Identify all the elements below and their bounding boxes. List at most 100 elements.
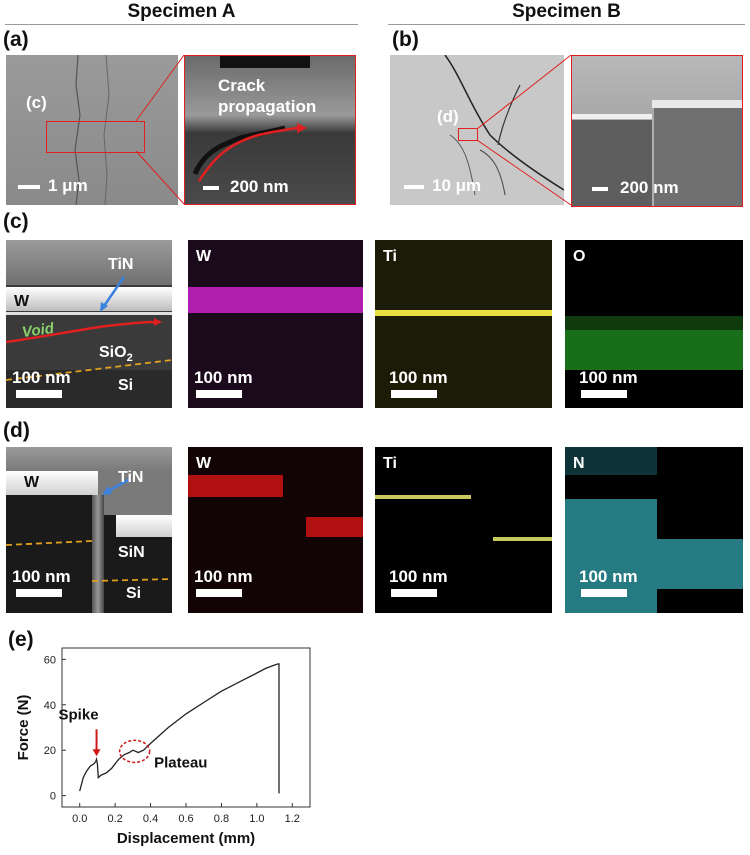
plot-frame [61, 647, 311, 808]
y-tick-label: 0 [50, 791, 56, 803]
o-band-c [565, 330, 743, 370]
tem-image-d: TiN W SiN Si 100 nm [6, 447, 172, 613]
scale-label-b-zoom: 200 nm [620, 178, 679, 197]
lower-layer-b [572, 120, 652, 206]
roi-label-d: (d) [437, 107, 459, 126]
roi-label-c: (c) [26, 93, 47, 112]
scale-bar-a [18, 185, 40, 189]
roi-box-a [46, 121, 145, 153]
scale-label-c-w: 100 nm [194, 368, 253, 387]
tem-image-c: TiN W Void SiO2 Si 100 nm [6, 240, 172, 408]
element-label-c-w: W [196, 248, 212, 265]
ti-band-d-right [493, 537, 552, 541]
top-layer-c [6, 240, 172, 285]
label-tin-c: TiN [108, 256, 134, 273]
scale-bar-c-o [581, 390, 627, 398]
sem-zoom-b: 200 nm [571, 55, 743, 207]
element-label-d-w: W [196, 455, 212, 472]
y-tick-label: 60 [44, 654, 56, 666]
zoom-lines-b [476, 54, 572, 206]
w-band-d-left [188, 475, 283, 497]
crack-wall-d [92, 495, 104, 613]
x-tick-label: 0.2 [107, 813, 122, 825]
header-specimen-a: Specimen A [127, 1, 236, 22]
panel-label-a: (a) [3, 28, 29, 51]
scale-bar-d-n [581, 589, 627, 597]
annotations-c [6, 276, 172, 381]
scale-label-a-zoom: 200 nm [230, 177, 289, 196]
panel-label-b: (b) [392, 28, 419, 51]
eds-map-c-o: O 100 nm [565, 240, 743, 408]
x-tick-label: 1.0 [249, 813, 264, 825]
roi-box-b [458, 128, 478, 141]
eds-map-c-ti: Ti 100 nm [375, 240, 552, 408]
x-tick-label: 0.6 [178, 813, 193, 825]
scale-label-c-o: 100 nm [579, 368, 638, 387]
label-si-d: Si [126, 585, 142, 602]
right-step-b [652, 100, 742, 108]
crack-arrow-a [192, 123, 307, 182]
n-region-d-top [565, 447, 657, 475]
sem-image-a: (c) 1 μm [6, 55, 178, 205]
eds-map-d-w: W 100 nm [188, 447, 363, 613]
scale-bar-d-w [196, 589, 242, 597]
scale-bar-a-zoom [203, 186, 219, 190]
panel-label-d: (d) [3, 419, 30, 442]
y-axis-label: Force (N) [15, 695, 32, 761]
x-tick-label: 0.0 [72, 813, 87, 825]
scale-bar-b-zoom [592, 187, 608, 191]
header-rule-a [5, 24, 358, 25]
scale-bar-c-w [196, 390, 242, 398]
o-band-c-top [565, 316, 743, 330]
w-band-d-right [306, 517, 363, 537]
force-displacement-chart: 0.0 0.2 0.4 0.6 0.8 1.0 1.2 0 20 40 60 Spike Platea… [15, 647, 311, 847]
element-label-d-ti: Ti [383, 455, 397, 472]
label-tin-d: TiN [118, 469, 144, 486]
annotation-plateau: Plateau [154, 755, 207, 772]
scale-label-d-n: 100 nm [579, 567, 638, 586]
right-lower-b [654, 108, 742, 206]
scale-bar-d-ti [391, 589, 437, 597]
label-sin-d: SiN [118, 544, 145, 561]
sem-zoom-a: Crack propagation 200 nm [184, 55, 356, 205]
scale-label-d-w: 100 nm [194, 567, 253, 586]
eds-map-d-n: N 100 nm [565, 447, 743, 613]
label-sio2-sub: 2 [126, 352, 133, 365]
plateau-circle [118, 739, 151, 764]
crack-text-2: propagation [218, 97, 317, 116]
label-sio2-c: SiO2 [99, 344, 133, 364]
label-si-c: Si [118, 377, 134, 394]
n-region-d-right [657, 539, 743, 589]
crack-lines-b [444, 55, 564, 196]
scale-label-c: 100 nm [12, 368, 71, 387]
scale-bar-b [404, 185, 424, 189]
element-label-c-o: O [573, 248, 586, 265]
annotation-spike: Spike [59, 706, 99, 723]
x-tick-label: 1.2 [285, 813, 300, 825]
y-tick-label: 40 [44, 700, 56, 712]
y-tick-label: 20 [44, 745, 56, 757]
scale-label-c-ti: 100 nm [389, 368, 448, 387]
x-axis-label: Displacement (mm) [117, 830, 255, 847]
scale-label-d: 100 nm [12, 567, 71, 586]
w-layer-d-left [6, 471, 98, 495]
scale-bar-c [16, 390, 62, 398]
w-layer-c [6, 287, 172, 311]
top-layer-d [6, 447, 172, 471]
crack-text-1: Crack [218, 76, 266, 95]
scale-label-b: 10 μm [432, 176, 482, 195]
w-layer-d-right [116, 515, 172, 537]
scale-label-a: 1 μm [48, 176, 88, 195]
x-tick-label: 0.4 [143, 813, 158, 825]
scale-bar-c-ti [391, 390, 437, 398]
element-label-d-n: N [573, 455, 585, 472]
annotations-d [6, 477, 172, 582]
panel-label-e: (e) [8, 628, 34, 651]
eds-map-d-ti: Ti 100 nm [375, 447, 552, 613]
ti-band-d-left [375, 495, 471, 499]
eds-map-c-w: W 100 nm [188, 240, 363, 408]
ti-band-c [375, 310, 552, 316]
si-layer-c [6, 370, 172, 408]
x-tick-label: 0.8 [214, 813, 229, 825]
dark-block-a [220, 56, 310, 68]
